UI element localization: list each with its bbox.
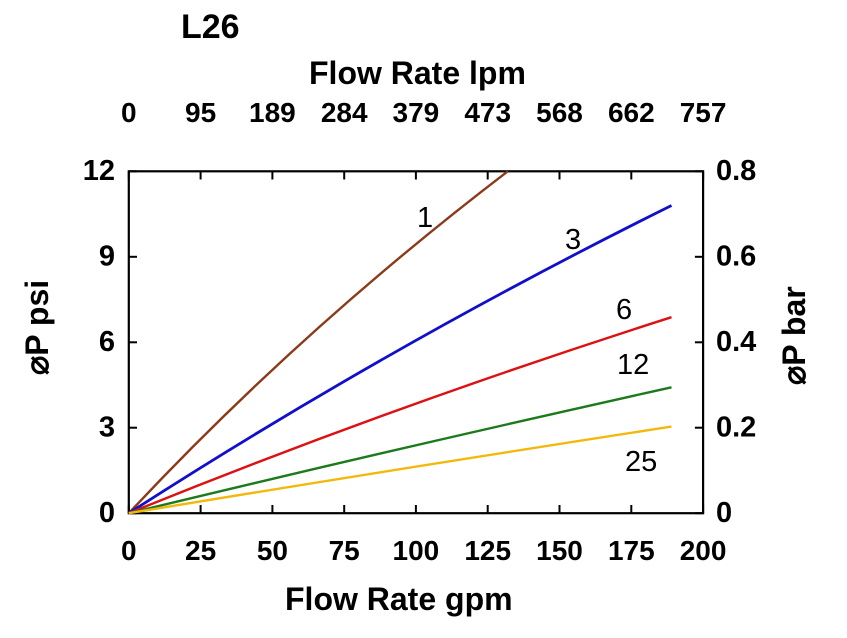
svg-text:1: 1 [417,202,433,234]
svg-text:3: 3 [99,412,115,444]
svg-text:Flow Rate lpm: Flow Rate lpm [309,55,526,91]
svg-text:0: 0 [716,497,732,529]
svg-text:100: 100 [393,535,440,566]
svg-text:0.6: 0.6 [716,241,756,273]
svg-text:25: 25 [185,535,216,566]
svg-text:175: 175 [608,535,655,566]
svg-text:0.2: 0.2 [716,412,756,444]
svg-text:473: 473 [464,97,511,128]
svg-text:568: 568 [536,97,583,128]
svg-text:662: 662 [608,97,655,128]
svg-text:⌀P bar: ⌀P bar [776,286,812,385]
svg-text:L26: L26 [181,8,240,46]
svg-text:⌀P psi: ⌀P psi [19,280,55,375]
svg-text:25: 25 [625,446,657,478]
svg-text:189: 189 [249,97,296,128]
svg-text:0: 0 [121,535,137,566]
svg-text:125: 125 [464,535,511,566]
svg-text:95: 95 [185,97,216,128]
svg-text:757: 757 [680,97,727,128]
svg-text:150: 150 [536,535,583,566]
svg-text:Flow Rate gpm: Flow Rate gpm [285,581,513,617]
svg-text:0: 0 [99,497,115,529]
svg-text:6: 6 [99,326,115,358]
svg-text:75: 75 [329,535,360,566]
svg-text:0: 0 [121,97,137,128]
svg-text:50: 50 [257,535,288,566]
svg-text:6: 6 [616,294,632,326]
svg-text:12: 12 [617,349,649,381]
svg-text:9: 9 [99,241,115,273]
svg-text:0.8: 0.8 [716,155,756,187]
svg-text:12: 12 [83,155,115,187]
svg-text:3: 3 [565,224,581,256]
svg-text:379: 379 [393,97,440,128]
svg-text:200: 200 [680,535,727,566]
svg-text:284: 284 [321,97,368,128]
svg-text:0.4: 0.4 [716,326,756,358]
